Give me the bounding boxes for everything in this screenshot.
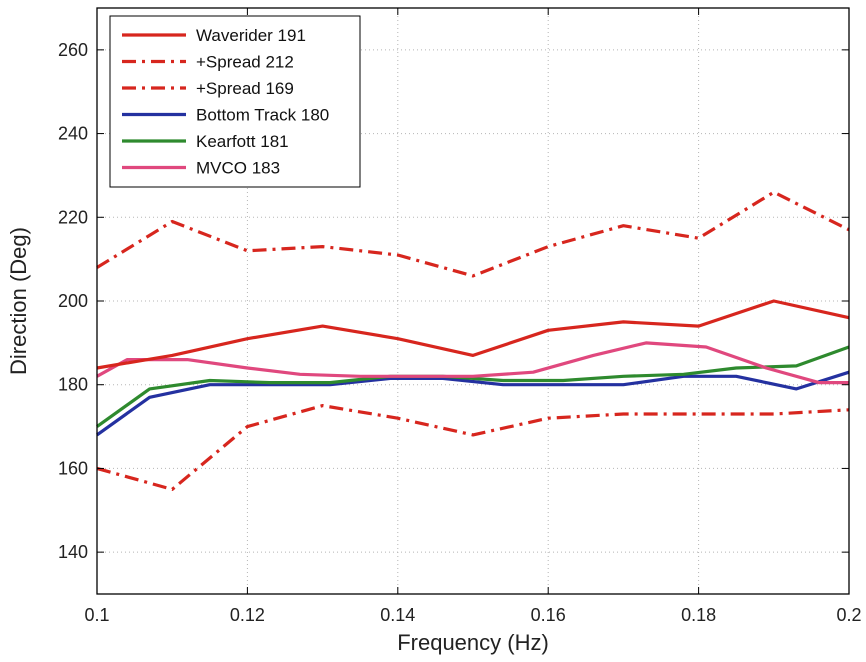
y-axis-title: Direction (Deg) xyxy=(6,227,31,375)
legend-label: +Spread 212 xyxy=(196,53,294,72)
x-axis-title: Frequency (Hz) xyxy=(397,630,549,655)
series-line-6 xyxy=(96,341,849,385)
series-line-3 xyxy=(96,404,850,491)
y-tick-label: 140 xyxy=(58,542,88,562)
y-tick-label: 200 xyxy=(58,291,88,311)
legend-label: Waverider 191 xyxy=(196,26,306,45)
y-tick-label: 160 xyxy=(58,458,88,478)
series-lines xyxy=(96,190,850,491)
legend: Waverider 191 +Spread 212 +Spread 169 Botto… xyxy=(109,15,361,188)
legend-label: Bottom Track 180 xyxy=(196,106,329,125)
y-tick-label: 260 xyxy=(58,40,88,60)
y-tick-label: 240 xyxy=(58,124,88,144)
x-tick-label: 0.14 xyxy=(380,605,415,625)
series-line-4 xyxy=(96,370,850,437)
series-line-2 xyxy=(96,190,850,278)
grid xyxy=(97,8,849,594)
series-line-1 xyxy=(96,299,850,370)
x-tick-label: 0.1 xyxy=(84,605,109,625)
y-tick-label: 220 xyxy=(58,207,88,227)
legend-box xyxy=(109,15,361,188)
legend-label: MVCO 183 xyxy=(196,159,280,178)
y-tick-label: 180 xyxy=(58,375,88,395)
x-tick-label: 0.18 xyxy=(681,605,716,625)
axis-ticks: 0.1 0.12 0.14 0.16 0.18 0.2 140 160 180 200 220 240… xyxy=(58,8,862,625)
x-tick-label: 0.12 xyxy=(230,605,265,625)
x-tick-label: 0.2 xyxy=(836,605,861,625)
legend-label: Kearfott 181 xyxy=(196,132,289,151)
x-tick-label: 0.16 xyxy=(531,605,566,625)
legend-label: +Spread 169 xyxy=(196,79,294,98)
series-line-5 xyxy=(96,345,850,428)
